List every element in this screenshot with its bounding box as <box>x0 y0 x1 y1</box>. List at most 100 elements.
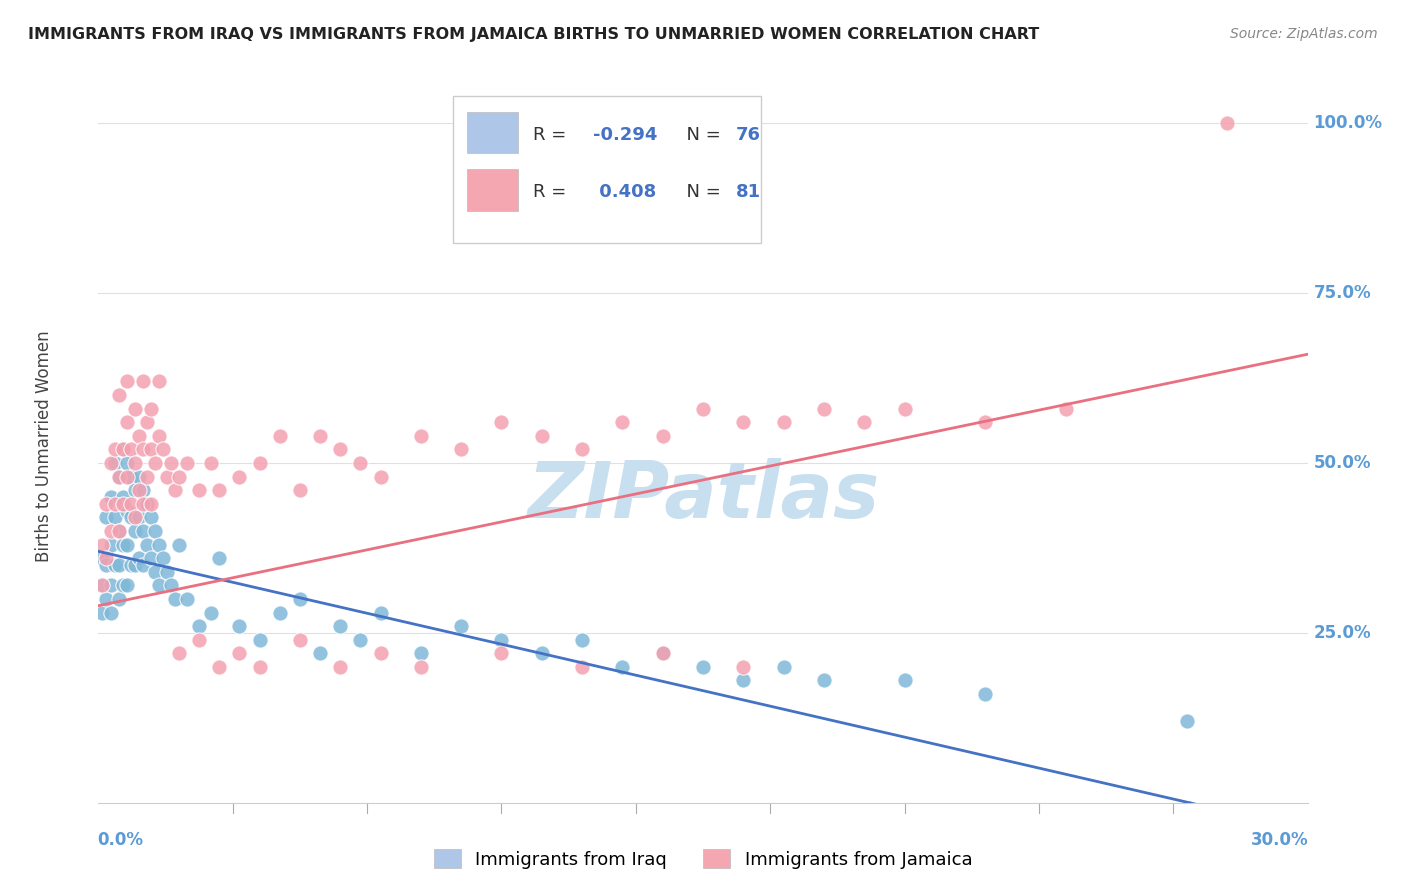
Point <box>96 551 118 566</box>
Point <box>163 591 186 606</box>
Point <box>132 558 155 572</box>
Point <box>100 537 122 551</box>
Point <box>370 646 392 660</box>
Text: -0.294: -0.294 <box>593 126 658 144</box>
Point <box>288 632 311 647</box>
Point <box>91 537 114 551</box>
Point <box>651 646 673 660</box>
Point <box>124 456 146 470</box>
Point <box>571 660 593 674</box>
Point <box>135 497 157 511</box>
Text: N =: N = <box>675 183 727 201</box>
Point <box>160 578 183 592</box>
Point <box>893 401 915 416</box>
Legend: Immigrants from Iraq, Immigrants from Jamaica: Immigrants from Iraq, Immigrants from Ja… <box>426 842 980 876</box>
Point <box>249 456 271 470</box>
Point <box>152 551 174 566</box>
Point <box>100 578 122 592</box>
Point <box>107 469 129 483</box>
Point <box>103 456 125 470</box>
Point <box>167 469 190 483</box>
Point <box>148 537 170 551</box>
Bar <box>467 169 517 211</box>
Point <box>249 632 271 647</box>
Point <box>96 497 118 511</box>
Point <box>91 578 114 592</box>
Point <box>571 442 593 457</box>
Point <box>612 415 634 429</box>
Text: 0.408: 0.408 <box>593 183 657 201</box>
Point <box>107 524 129 538</box>
Point <box>107 388 129 402</box>
Point <box>103 510 125 524</box>
Point <box>143 565 166 579</box>
Point <box>228 619 250 633</box>
Point <box>329 660 352 674</box>
Text: R =: R = <box>533 183 571 201</box>
Point <box>370 469 392 483</box>
Point <box>974 415 997 429</box>
Point <box>103 497 125 511</box>
Text: IMMIGRANTS FROM IRAQ VS IMMIGRANTS FROM JAMAICA BIRTHS TO UNMARRIED WOMEN CORREL: IMMIGRANTS FROM IRAQ VS IMMIGRANTS FROM … <box>28 27 1039 42</box>
Point <box>491 632 513 647</box>
Point <box>269 429 291 443</box>
Point <box>349 456 371 470</box>
Point <box>530 646 553 660</box>
Point <box>1175 714 1198 729</box>
Point <box>120 442 142 457</box>
Point <box>156 565 179 579</box>
Point <box>111 490 134 504</box>
Point <box>111 497 134 511</box>
Point <box>124 510 146 524</box>
Point <box>132 483 155 498</box>
Point <box>139 551 162 566</box>
Point <box>651 429 673 443</box>
Point <box>309 429 332 443</box>
Point <box>409 660 432 674</box>
Point <box>571 632 593 647</box>
Point <box>288 591 311 606</box>
Point <box>132 375 155 389</box>
Point <box>450 619 472 633</box>
Point <box>96 510 118 524</box>
Point <box>167 646 190 660</box>
Point <box>111 442 134 457</box>
Point <box>409 429 432 443</box>
Text: 76: 76 <box>735 126 761 144</box>
Point <box>156 469 179 483</box>
Point <box>135 415 157 429</box>
Point <box>612 660 634 674</box>
Point <box>91 551 114 566</box>
Point <box>530 429 553 443</box>
Point <box>135 469 157 483</box>
Point <box>128 483 150 498</box>
Point <box>176 456 198 470</box>
Point <box>135 537 157 551</box>
Text: 30.0%: 30.0% <box>1251 831 1309 849</box>
Bar <box>467 112 517 153</box>
Point <box>188 483 211 498</box>
Point <box>772 660 794 674</box>
Text: 0.0%: 0.0% <box>97 831 143 849</box>
Point <box>120 558 142 572</box>
Point <box>100 456 122 470</box>
Point <box>139 442 162 457</box>
Text: Births to Unmarried Women: Births to Unmarried Women <box>35 330 53 562</box>
Point <box>107 524 129 538</box>
Point <box>107 469 129 483</box>
Point <box>1216 116 1239 130</box>
Point <box>349 632 371 647</box>
Point <box>772 415 794 429</box>
Point <box>188 632 211 647</box>
Point <box>115 578 138 592</box>
Point <box>813 401 835 416</box>
Point <box>309 646 332 660</box>
Point <box>143 456 166 470</box>
Point <box>132 524 155 538</box>
Point <box>128 510 150 524</box>
Point <box>329 442 352 457</box>
Point <box>733 660 755 674</box>
Point <box>813 673 835 688</box>
Point <box>148 375 170 389</box>
Point <box>692 401 714 416</box>
